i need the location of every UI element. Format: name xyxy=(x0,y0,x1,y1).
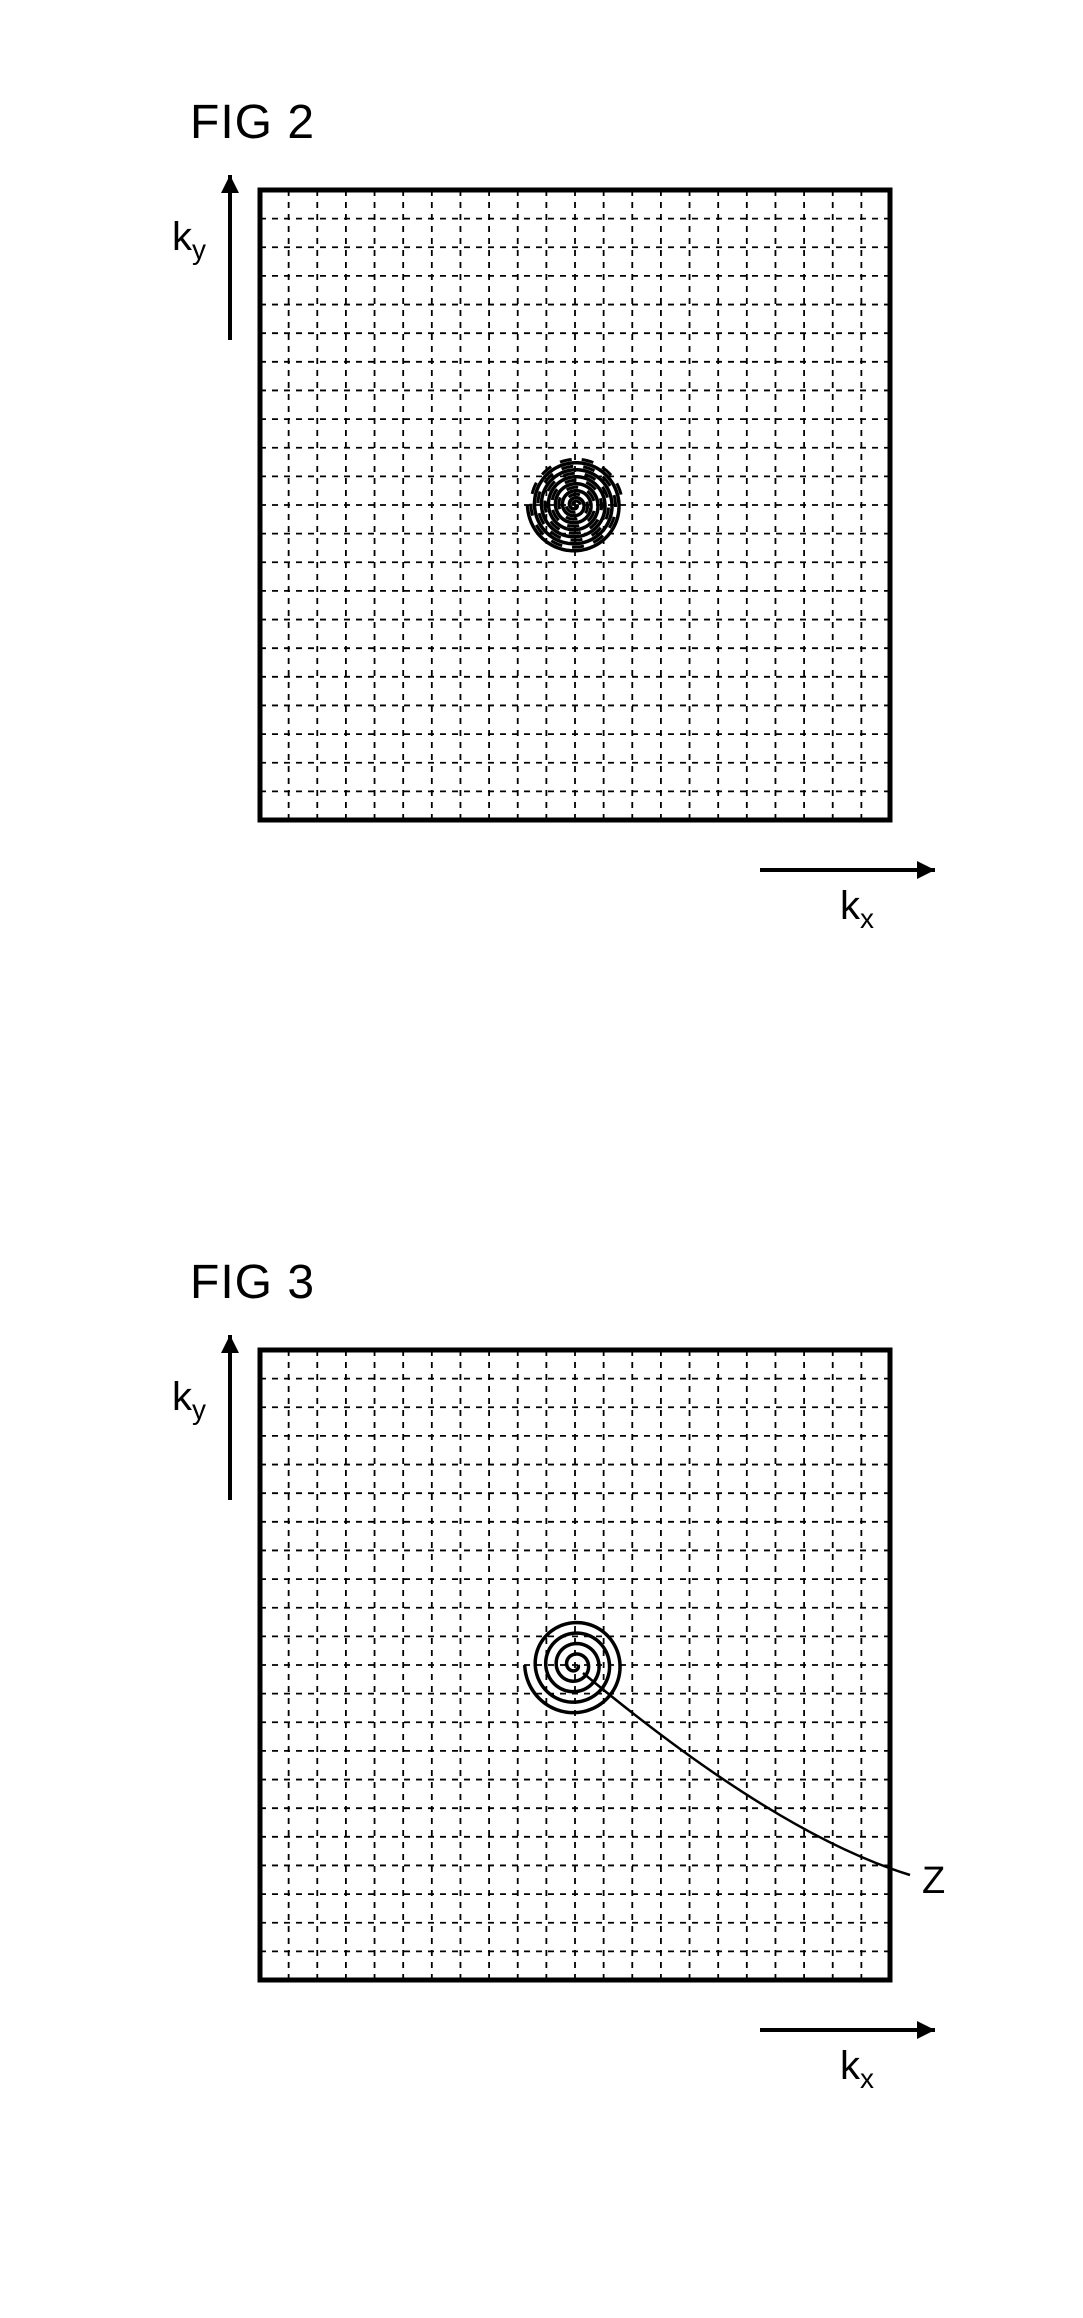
figure-3-label: FIG 3 xyxy=(190,1255,315,1310)
page: FIG 2 ky kx FIG 3 ky kx Z xyxy=(0,0,1083,2318)
fig3-leader-label: Z xyxy=(922,1860,945,1903)
fig2-y-axis-label: ky xyxy=(172,215,206,266)
figure-3: FIG 3 ky kx Z xyxy=(0,1160,1083,2260)
figure-2-label: FIG 2 xyxy=(190,95,315,150)
fig3-y-axis-label: ky xyxy=(172,1375,206,1426)
figure-2: FIG 2 ky kx xyxy=(0,0,1083,1100)
fig2-x-axis-label: kx xyxy=(840,884,874,935)
fig2-svg xyxy=(0,0,1083,1100)
fig3-svg xyxy=(0,1160,1083,2260)
fig3-x-axis-label: kx xyxy=(840,2044,874,2095)
